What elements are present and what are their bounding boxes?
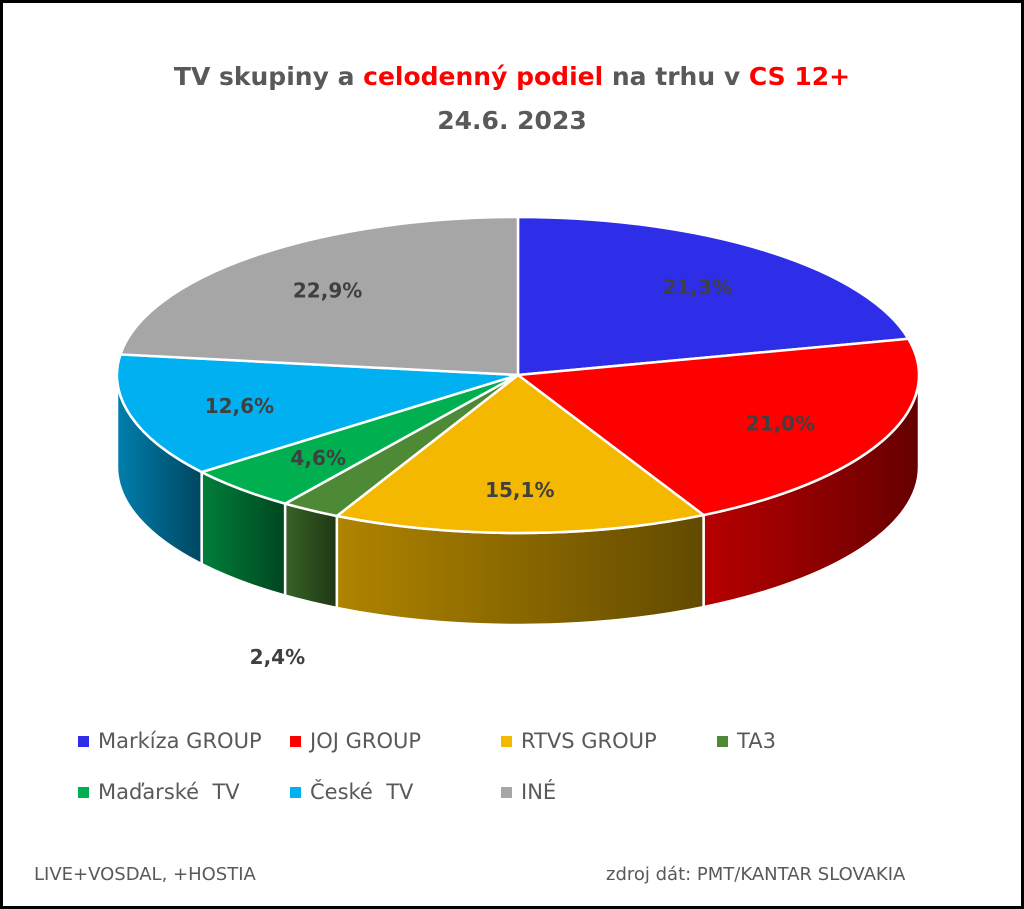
data-label-ceske-tv: 12,6% <box>205 394 274 418</box>
legend-swatch <box>717 735 728 747</box>
pie-slice-joj-group <box>516 337 921 517</box>
legend-swatch <box>78 786 89 798</box>
pie-slice-ine <box>119 215 520 377</box>
chart-subtitle: 24.6. 2023 <box>437 106 587 135</box>
pie-slice-markiza-group <box>516 215 910 377</box>
legend-swatch <box>501 735 512 747</box>
data-label-madarske-tv: 4,6% <box>290 446 345 470</box>
legend-label: RTVS GROUP <box>521 729 657 753</box>
legend-label: INÉ <box>521 780 557 804</box>
legend-swatch <box>501 786 512 798</box>
data-label-ta3: 2,4% <box>250 645 305 669</box>
legend-item-ine: INÉ <box>501 779 556 805</box>
legend-item-joj: JOJ GROUP <box>290 728 421 754</box>
data-label-joj-group: 21,0% <box>746 411 815 435</box>
pie-slice-rtvs-group <box>335 373 705 535</box>
legend-label: JOJ GROUP <box>310 729 422 753</box>
legend-label: České TV <box>310 780 414 804</box>
chart-title-line: TV skupiny a celodenný podiel na trhu v … <box>0 55 1024 99</box>
pie-side-ta3 <box>283 502 339 610</box>
legend-swatch <box>290 735 301 747</box>
legend-label: Maďarské TV <box>98 780 240 804</box>
data-label-ine: 22,9% <box>293 279 362 303</box>
data-label-rtvs-group: 15,1% <box>485 478 554 502</box>
footer-source: zdroj dát: PMT/KANTAR SLOVAKIA <box>606 864 906 885</box>
legend-swatch <box>290 786 301 798</box>
legend-swatch <box>78 735 89 747</box>
legend-label: TA3 <box>737 729 776 753</box>
legend-item-markiza: Markíza GROUP <box>78 728 262 754</box>
pie-slice-ceske-tv <box>115 353 520 474</box>
legend: Markíza GROUP JOJ GROUP RTVS GROUP TA3 M… <box>78 728 778 818</box>
legend-item-rtvs: RTVS GROUP <box>501 728 657 754</box>
title-part-4: CS 12+ <box>748 62 851 91</box>
legend-item-ta3: TA3 <box>717 728 776 754</box>
legend-item-madarske: Maďarské TV <box>78 779 240 805</box>
legend-label: Markíza GROUP <box>98 729 262 753</box>
title-part-2: celodenný podiel <box>363 62 604 91</box>
title-part-3: na trhu v <box>603 62 749 91</box>
footer-note: LIVE+VOSDAL, +HOSTIA <box>34 864 256 885</box>
legend-item-ceske: České TV <box>290 779 413 805</box>
title-part-1: TV skupiny a <box>173 62 364 91</box>
data-label-markiza-group: 21,3% <box>663 275 732 299</box>
chart-title: TV skupiny a celodenný podiel na trhu v … <box>0 55 1024 143</box>
